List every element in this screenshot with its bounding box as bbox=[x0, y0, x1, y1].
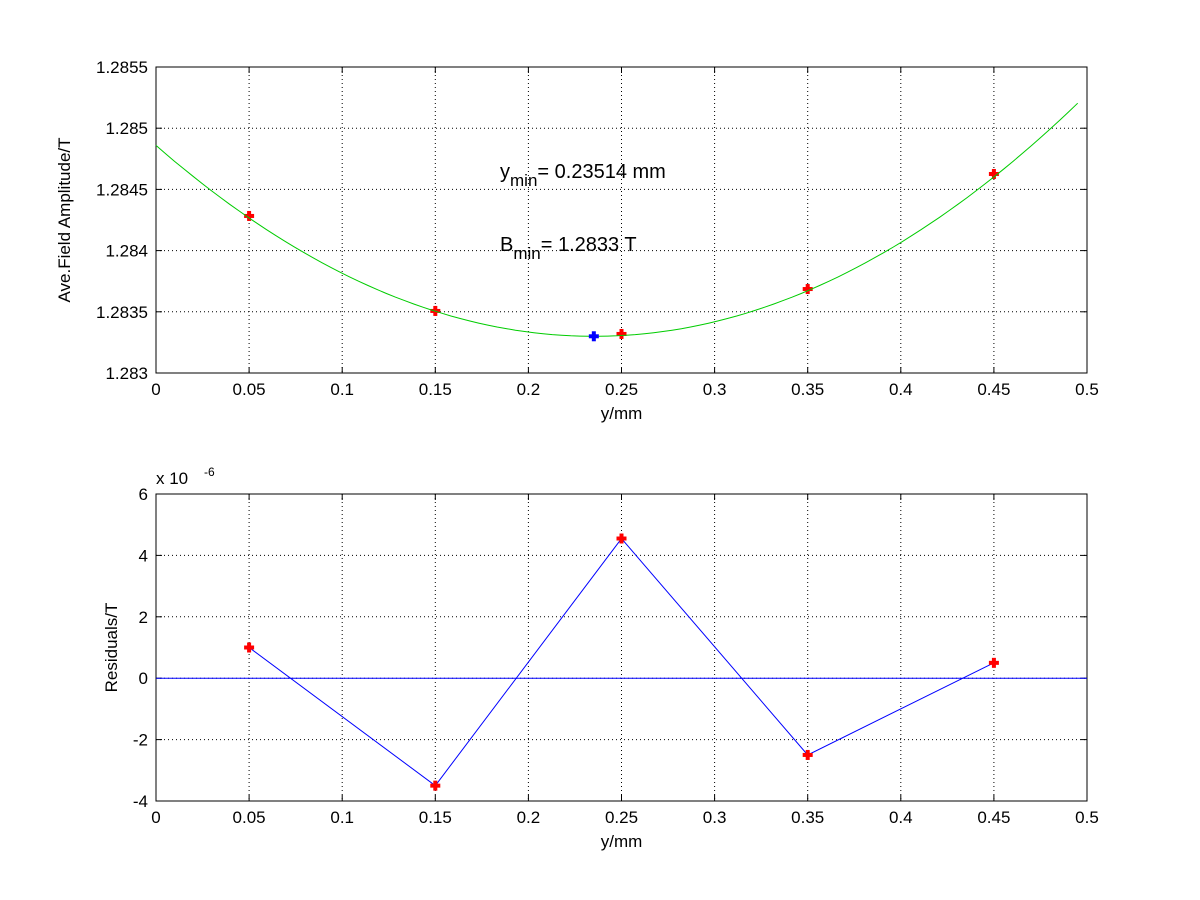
x-tick-label: 0 bbox=[151, 380, 160, 399]
x-tick-label: 0.35 bbox=[791, 808, 824, 827]
y-tick-label: 1.2835 bbox=[96, 303, 148, 322]
annotation-bmin: Bmin= 1.2833 T bbox=[500, 234, 637, 263]
marker-bar-v bbox=[619, 328, 624, 339]
y-tick-label: 2 bbox=[139, 608, 148, 627]
y-axis-label: Residuals/T bbox=[102, 603, 121, 693]
top-axes-fit: 0 0.05 0.1 0.15 0.2 0.25 0.3 0.35 0.4 0.45 0.5 1.28… bbox=[55, 58, 1099, 423]
y-tick-label: 1.284 bbox=[105, 242, 148, 261]
bottom-axes-residuals: 0 0.05 0.1 0.15 0.2 0.25 0.3 0.35 0.4 0.45 0.5 -4 -2… bbox=[102, 465, 1099, 851]
y-tick-label: 6 bbox=[139, 485, 148, 504]
marker-bar-v bbox=[433, 780, 438, 791]
x-tick-label: 0.25 bbox=[605, 808, 638, 827]
measured-point bbox=[616, 328, 627, 339]
marker-bar-v bbox=[991, 168, 996, 179]
annotation-ymin: ymin= 0.23514 mm bbox=[500, 161, 666, 190]
y-tick-label: -2 bbox=[133, 731, 148, 750]
x-tick-label: 0.45 bbox=[977, 808, 1010, 827]
x-tick-label: 0.15 bbox=[419, 808, 452, 827]
y-tick-label: 1.285 bbox=[105, 119, 148, 138]
x-tick-label: 0.45 bbox=[977, 380, 1010, 399]
y-tick-label: 1.2845 bbox=[96, 180, 148, 199]
x-tick-label: 0.2 bbox=[517, 808, 541, 827]
marker-bar-v bbox=[991, 657, 996, 668]
x-tick-label: 0.5 bbox=[1075, 380, 1099, 399]
x-tick-label: 0.35 bbox=[791, 380, 824, 399]
x-tick-label: 0.1 bbox=[330, 380, 354, 399]
y-axis-label: Ave.Field Amplitude/T bbox=[55, 137, 74, 302]
measured-point bbox=[802, 284, 813, 295]
x-axis-label: y/mm bbox=[601, 832, 643, 851]
y-scale-exponent: -6 bbox=[204, 465, 215, 479]
x-tick-label: 0.05 bbox=[233, 808, 266, 827]
x-tick-label: 0.4 bbox=[889, 808, 913, 827]
y-tick-label: 4 bbox=[139, 546, 148, 565]
measured-point bbox=[988, 168, 999, 179]
marker-bar-v bbox=[619, 533, 624, 544]
marker-bar-v bbox=[805, 284, 810, 295]
residuals-point bbox=[988, 657, 999, 668]
residuals-point bbox=[244, 642, 255, 653]
x-axis-label: y/mm bbox=[601, 404, 643, 423]
fit-curve bbox=[155, 102, 1079, 337]
x-tick-label: 0 bbox=[151, 808, 160, 827]
y-scale-factor: x 10 bbox=[156, 469, 188, 488]
minimum-point bbox=[588, 331, 599, 342]
x-tick-label: 0.1 bbox=[330, 808, 354, 827]
marker-bar-v bbox=[247, 642, 252, 653]
y-tick-label: 0 bbox=[139, 669, 148, 688]
x-tick-label: 0.3 bbox=[703, 808, 727, 827]
marker-bar-v bbox=[591, 331, 596, 342]
x-tick-label: 0.2 bbox=[517, 380, 541, 399]
x-tick-label: 0.25 bbox=[605, 380, 638, 399]
residuals-point bbox=[802, 749, 813, 760]
measured-point bbox=[244, 210, 255, 221]
residuals-point bbox=[616, 533, 627, 544]
x-tick-label: 0.05 bbox=[233, 380, 266, 399]
marker-bar-v bbox=[805, 749, 810, 760]
marker-bar-v bbox=[247, 210, 252, 221]
y-tick-label: 1.2855 bbox=[96, 58, 148, 77]
y-tick-label: -4 bbox=[133, 792, 148, 811]
y-tick-label: 1.283 bbox=[105, 364, 148, 383]
x-tick-label: 0.15 bbox=[419, 380, 452, 399]
x-tick-label: 0.4 bbox=[889, 380, 913, 399]
x-tick-label: 0.5 bbox=[1075, 808, 1099, 827]
x-tick-label: 0.3 bbox=[703, 380, 727, 399]
residuals-point bbox=[430, 780, 441, 791]
